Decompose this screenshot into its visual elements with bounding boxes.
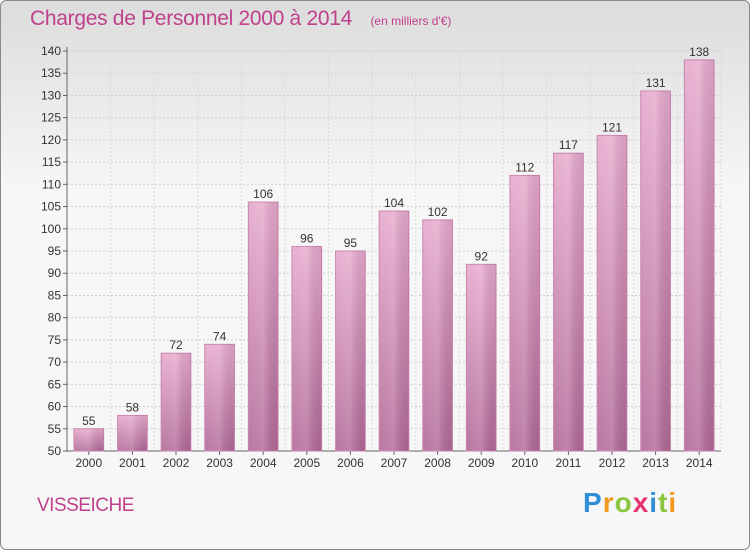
bar-shade: [422, 219, 453, 451]
bars: [73, 59, 715, 452]
y-tick-label: 125: [41, 111, 61, 125]
data-label: 72: [169, 338, 183, 352]
y-tick-label: 85: [48, 288, 62, 302]
x-tick-label: 2006: [337, 456, 364, 470]
data-label: 55: [82, 414, 96, 428]
bar-shade: [466, 264, 497, 451]
x-tick-label: 2008: [424, 456, 451, 470]
x-tick-label: 2012: [599, 456, 626, 470]
data-label: 102: [428, 205, 448, 219]
logo-letter: P: [583, 487, 603, 518]
data-label: 92: [475, 249, 489, 263]
x-tick-label: 2000: [75, 456, 102, 470]
y-tick-label: 70: [48, 355, 62, 369]
logo-letter: r: [602, 487, 615, 518]
bar-shade: [684, 59, 715, 452]
y-tick-label: 130: [41, 88, 61, 102]
x-tick-label: 2002: [163, 456, 190, 470]
chart-title: Charges de Personnel 2000 à 2014: [30, 7, 352, 30]
y-tick-label: 55: [48, 422, 62, 436]
bar-shade: [248, 202, 279, 451]
x-tick-label: 2009: [468, 456, 495, 470]
x-tick-label: 2005: [293, 456, 320, 470]
data-label: 95: [344, 236, 358, 250]
y-tick-label: 50: [48, 444, 62, 458]
x-tick-labels: 2000 2001 2002 2003 2004 2005 2006 2007 2008 2009…: [75, 456, 712, 470]
bar-shade: [117, 415, 148, 451]
y-tick-label: 95: [48, 244, 62, 258]
logo-letter: i: [649, 487, 659, 518]
bar-shade: [73, 428, 104, 451]
data-labels: 55 58 72 74 106 96 95 104 102 92 112 117 121 131 138: [82, 45, 709, 428]
x-tick-label: 2011: [555, 456, 581, 470]
bar-shade: [379, 211, 409, 451]
bar-shade: [161, 353, 191, 451]
bar-shade: [291, 246, 322, 451]
data-label: 106: [253, 187, 273, 201]
proxiti-logo: Proxiti: [583, 487, 677, 519]
bar-shade: [597, 135, 627, 451]
data-label: 117: [559, 138, 578, 152]
data-label: 96: [300, 232, 314, 246]
bar-shade: [553, 153, 584, 451]
y-tick-labels: 50 55 60 65 70 75 80 85 90 95 100 105 110 115 120 125 13…: [41, 44, 61, 458]
data-label: 138: [689, 45, 709, 59]
y-tick-label: 65: [48, 377, 62, 391]
y-tick-label: 110: [42, 177, 61, 191]
y-tick-label: 135: [41, 66, 61, 80]
x-tick-label: 2003: [206, 456, 233, 470]
bar-shade: [640, 91, 671, 451]
y-tick-label: 80: [48, 311, 62, 325]
y-tick-label: 100: [41, 222, 61, 236]
data-label: 112: [515, 160, 534, 174]
chart-unit: (en milliers d'€): [370, 14, 452, 28]
bar-shade: [509, 175, 540, 451]
y-tick-label: 140: [41, 44, 61, 58]
y-tick-label: 60: [48, 400, 62, 414]
logo-letter: x: [632, 487, 650, 518]
y-tick-label: 105: [41, 200, 61, 214]
x-tick-label: 2001: [119, 456, 146, 470]
x-tick-label: 2014: [686, 456, 713, 470]
logo-letter: t: [658, 487, 669, 518]
data-label: 104: [384, 196, 404, 210]
y-tick-label: 75: [48, 333, 62, 347]
y-tick-label: 90: [48, 266, 62, 280]
data-label: 131: [646, 76, 666, 90]
logo-letter: o: [614, 487, 633, 518]
bar-shade: [204, 344, 235, 451]
y-tick-label: 115: [42, 155, 61, 169]
data-label: 74: [213, 329, 227, 343]
logo-letter: i: [668, 487, 678, 518]
chart-header: Charges de Personnel 2000 à 2014 (en mil…: [30, 7, 451, 31]
x-tick-label: 2004: [250, 456, 277, 470]
bar-shade: [335, 251, 366, 451]
data-label: 121: [602, 120, 622, 134]
x-tick-label: 2007: [381, 456, 408, 470]
y-tick-label: 120: [41, 133, 61, 147]
x-tick-label: 2010: [511, 456, 538, 470]
data-label: 58: [126, 400, 140, 414]
x-tick-label: 2013: [642, 456, 669, 470]
place-name: VISSEICHE: [37, 495, 134, 516]
